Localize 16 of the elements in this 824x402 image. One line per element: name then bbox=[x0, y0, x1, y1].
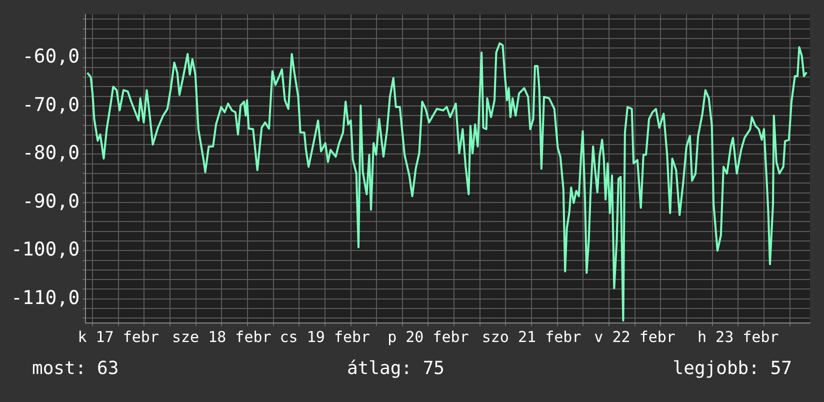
x-tick-label: h 23 febr bbox=[697, 328, 779, 346]
y-tick-label: -70,0 bbox=[22, 94, 80, 116]
y-tick-label: -110,0 bbox=[10, 286, 80, 309]
y-tick-label: -100,0 bbox=[10, 238, 80, 261]
x-tick-label: szo 21 febr bbox=[482, 328, 582, 346]
y-tick-label: -80,0 bbox=[22, 142, 80, 164]
x-tick-label: v 22 febr bbox=[594, 328, 676, 346]
x-tick-label: sze 18 febr bbox=[172, 328, 272, 346]
y-tick-label: -90,0 bbox=[22, 190, 80, 212]
x-tick-label: cs 19 febr bbox=[280, 328, 370, 346]
x-tick-label: k 17 febr bbox=[78, 328, 159, 346]
x-tick-label: p 20 febr bbox=[388, 328, 469, 346]
y-tick-label: -60,0 bbox=[22, 46, 80, 68]
text: legjobb: 57 bbox=[672, 358, 792, 381]
text: átlag: 75 bbox=[346, 358, 445, 381]
text: most: 63 bbox=[32, 358, 119, 381]
